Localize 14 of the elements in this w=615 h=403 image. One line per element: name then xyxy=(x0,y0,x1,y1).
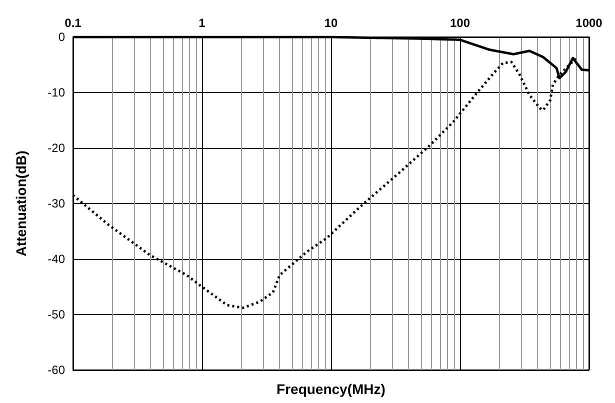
x-tick-label: 0.1 xyxy=(64,16,82,30)
x-axis-title: Frequency(MHz) xyxy=(276,381,386,397)
y-axis-title: Attenuation(dB) xyxy=(13,150,29,256)
x-tick-label: 1 xyxy=(198,16,206,30)
x-tick-label: 10 xyxy=(324,16,338,30)
y-tick-label: -30 xyxy=(48,196,66,210)
x-tick-label: 1000 xyxy=(576,16,603,30)
y-tick-label: -10 xyxy=(48,86,66,100)
y-tick-label: -40 xyxy=(48,252,66,266)
x-tick-label: 100 xyxy=(450,16,470,30)
y-tick-label: -20 xyxy=(48,141,66,155)
y-tick-label: -60 xyxy=(48,363,66,377)
y-tick-label: 0 xyxy=(58,30,66,44)
y-tick-label: -50 xyxy=(48,308,66,322)
